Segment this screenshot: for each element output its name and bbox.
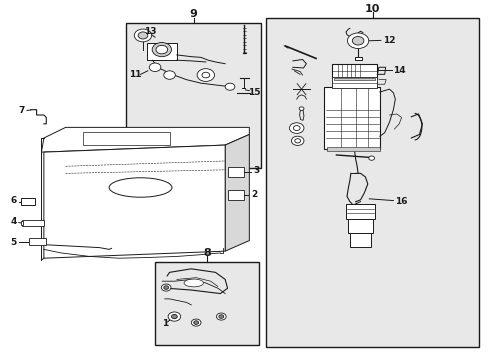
- Circle shape: [347, 33, 368, 49]
- Circle shape: [202, 72, 209, 78]
- Circle shape: [191, 319, 201, 326]
- Bar: [324, 87, 379, 149]
- Text: 8: 8: [203, 248, 210, 258]
- Bar: [126, 23, 261, 168]
- Circle shape: [299, 107, 304, 111]
- Bar: [21, 198, 35, 205]
- Bar: [349, 233, 370, 247]
- Circle shape: [294, 139, 300, 143]
- Bar: [333, 77, 374, 80]
- Bar: [331, 64, 377, 78]
- Polygon shape: [44, 145, 224, 258]
- Circle shape: [351, 36, 363, 45]
- Bar: [155, 262, 259, 345]
- Polygon shape: [41, 127, 249, 152]
- Text: 1: 1: [161, 319, 167, 328]
- Text: 10: 10: [364, 4, 380, 14]
- Text: 7: 7: [18, 106, 24, 115]
- Circle shape: [156, 45, 167, 54]
- Bar: [331, 77, 377, 88]
- Circle shape: [293, 126, 300, 131]
- Circle shape: [163, 71, 175, 79]
- Text: 5: 5: [10, 238, 17, 247]
- Circle shape: [368, 156, 374, 160]
- Text: 9: 9: [189, 9, 197, 19]
- Text: 15: 15: [247, 87, 260, 96]
- Circle shape: [224, 83, 234, 90]
- Text: 14: 14: [392, 66, 405, 75]
- Bar: [326, 147, 379, 152]
- Circle shape: [219, 315, 223, 318]
- Bar: [346, 204, 374, 219]
- Bar: [29, 238, 46, 245]
- Circle shape: [216, 313, 225, 320]
- Circle shape: [193, 321, 198, 324]
- Circle shape: [134, 29, 151, 42]
- Circle shape: [161, 284, 171, 291]
- Bar: [354, 57, 361, 60]
- Text: 13: 13: [144, 27, 157, 36]
- Circle shape: [197, 69, 214, 81]
- Text: 3: 3: [252, 166, 259, 175]
- Bar: [227, 167, 244, 177]
- Circle shape: [168, 312, 180, 321]
- Bar: [82, 132, 169, 145]
- Text: 6: 6: [10, 197, 17, 206]
- Circle shape: [149, 63, 161, 72]
- Ellipse shape: [109, 178, 172, 197]
- Bar: [146, 43, 177, 60]
- Circle shape: [291, 136, 304, 145]
- Circle shape: [138, 32, 147, 39]
- Bar: [265, 18, 478, 347]
- Circle shape: [163, 286, 168, 289]
- Polygon shape: [224, 134, 249, 251]
- Bar: [227, 190, 244, 200]
- Text: 12: 12: [383, 36, 395, 45]
- Circle shape: [171, 314, 177, 319]
- Bar: [20, 221, 23, 225]
- Circle shape: [289, 123, 304, 134]
- Circle shape: [152, 42, 171, 57]
- Bar: [22, 220, 44, 226]
- Text: 16: 16: [395, 197, 407, 206]
- Bar: [348, 219, 372, 234]
- Ellipse shape: [183, 279, 203, 287]
- Text: 11: 11: [129, 70, 142, 79]
- Text: 2: 2: [250, 190, 257, 199]
- Text: 4: 4: [10, 217, 17, 226]
